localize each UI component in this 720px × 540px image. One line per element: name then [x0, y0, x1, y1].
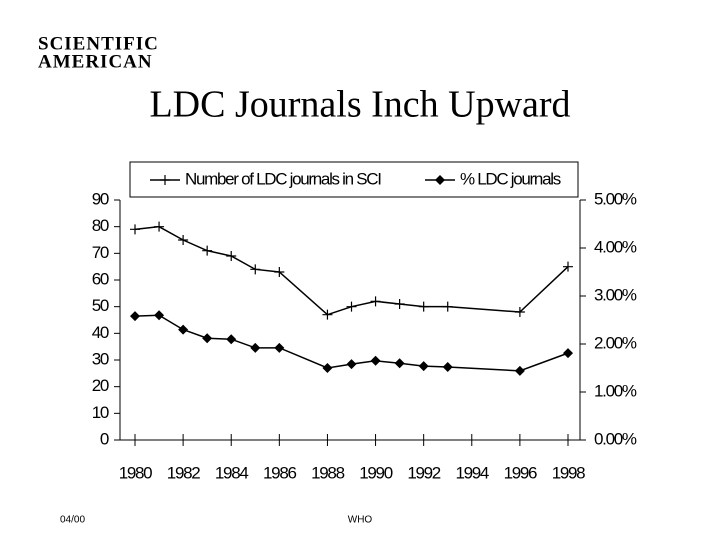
- x-tick-label: 1982: [167, 463, 200, 482]
- x-tick-label: 1992: [407, 463, 440, 482]
- point: [202, 333, 213, 344]
- logo-line: AMERICAN: [38, 51, 153, 72]
- point: [226, 251, 237, 261]
- y-tick-label: 40: [92, 323, 109, 342]
- y2-tick-label: 2.00%: [594, 333, 637, 352]
- point: [130, 224, 140, 235]
- point: [563, 348, 573, 359]
- point: [418, 361, 429, 372]
- point: [178, 324, 189, 335]
- y2-tick-label: 4.00%: [594, 237, 637, 256]
- point: [274, 267, 285, 277]
- point: [418, 301, 429, 312]
- y2-tick-label: 3.00%: [594, 285, 637, 304]
- x-tick-label: 1996: [504, 463, 537, 482]
- y-tick-label: 0: [100, 429, 109, 448]
- y-tick-label: 30: [92, 349, 109, 368]
- x-tick-label: 1990: [359, 463, 392, 482]
- point: [130, 311, 140, 322]
- point: [250, 264, 261, 275]
- logo-line: SCIENTIFIC: [38, 33, 159, 54]
- y2-tick-label: 1.00%: [594, 381, 637, 400]
- point: [370, 355, 381, 366]
- point: [514, 365, 525, 376]
- y2-tick-label: 5.00%: [594, 189, 637, 208]
- point: [563, 261, 573, 272]
- y-tick-label: 20: [92, 376, 109, 395]
- x-tick-label: 1986: [263, 463, 296, 482]
- point: [442, 362, 453, 373]
- point: [346, 301, 357, 312]
- y-tick-label: 90: [92, 189, 109, 208]
- point: [178, 235, 189, 245]
- point: [442, 301, 453, 312]
- x-tick-label: 1998: [552, 463, 585, 482]
- legend-box: [129, 161, 579, 198]
- point: [394, 358, 405, 369]
- point: [154, 221, 165, 232]
- legend-marker: [160, 175, 170, 185]
- legend-label: Number of LDC journals in SCI: [185, 169, 381, 188]
- point: [250, 342, 261, 353]
- legend-marker: [435, 175, 445, 185]
- x-tick-label: 1984: [215, 463, 248, 482]
- series-line: [134, 225, 569, 316]
- point: [394, 299, 405, 309]
- y-tick-label: 80: [92, 216, 109, 235]
- footer-source: WHO: [348, 515, 373, 526]
- footer-date: 04/00: [60, 515, 85, 526]
- x-tick-label: 1994: [455, 463, 488, 482]
- point: [154, 310, 165, 321]
- y-tick-label: 60: [92, 269, 109, 288]
- point: [370, 296, 381, 307]
- point: [322, 363, 333, 373]
- point: [322, 309, 333, 320]
- point: [514, 307, 525, 317]
- point: [346, 359, 357, 370]
- chart-title: LDC Journals Inch Upward: [149, 84, 570, 126]
- y-tick-label: 70: [92, 243, 109, 262]
- point: [226, 334, 237, 345]
- point: [202, 245, 213, 256]
- legend-label: % LDC journals: [460, 169, 561, 188]
- y-tick-label: 10: [92, 403, 109, 422]
- x-tick-label: 1988: [311, 463, 344, 482]
- y2-tick-label: 0.00%: [594, 429, 637, 448]
- x-tick-label: 1980: [119, 463, 152, 482]
- point: [274, 342, 285, 353]
- y-tick-label: 50: [92, 296, 109, 315]
